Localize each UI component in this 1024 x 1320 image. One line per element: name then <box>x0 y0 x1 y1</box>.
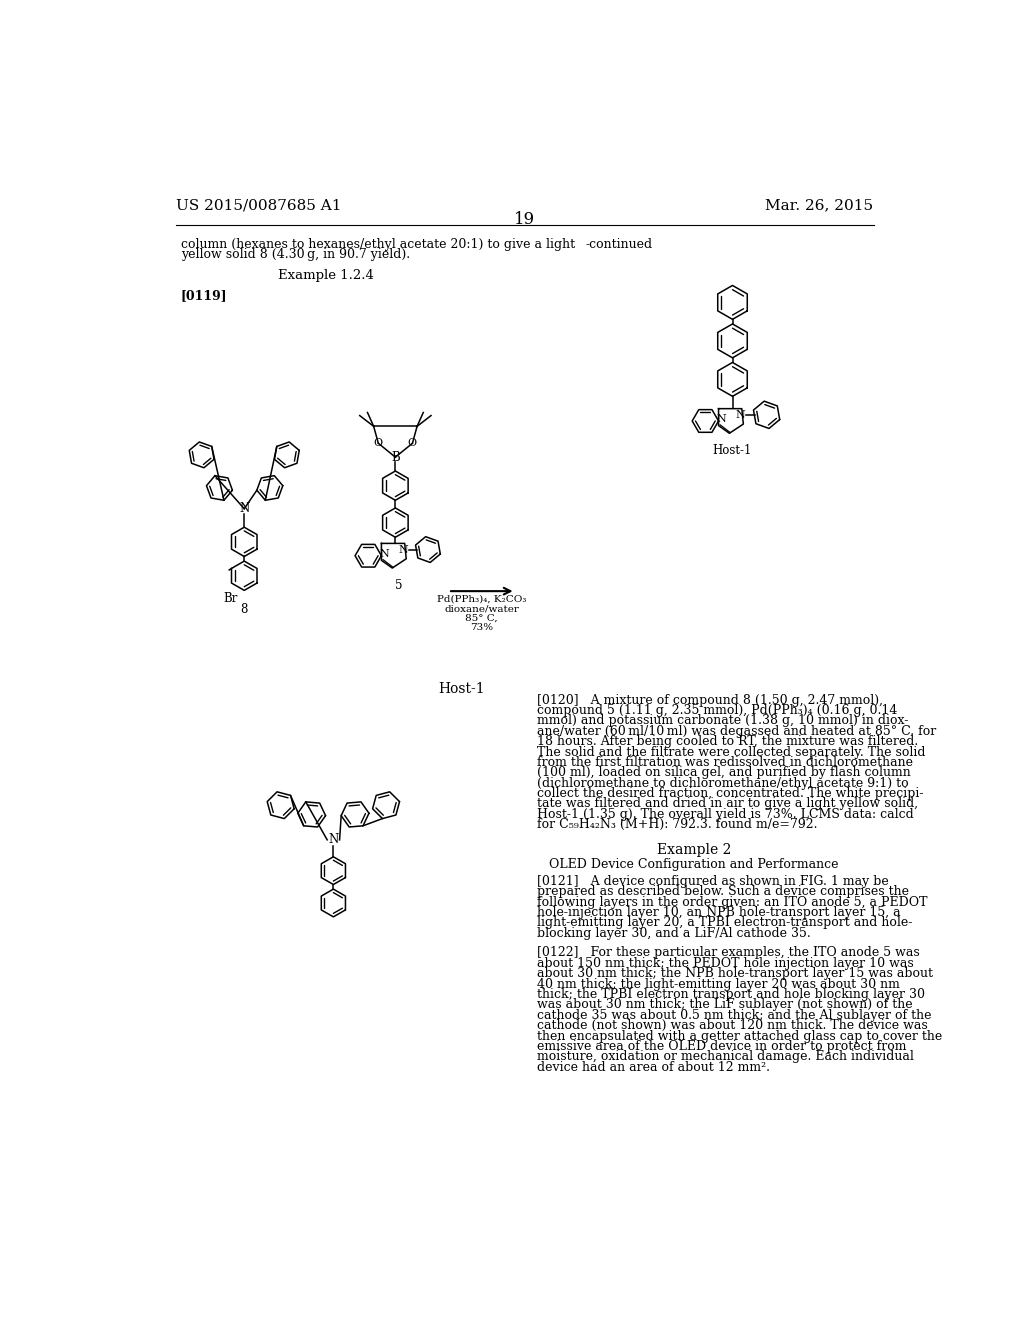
Text: tate was filtered and dried in air to give a light yellow solid,: tate was filtered and dried in air to gi… <box>538 797 919 810</box>
Text: N: N <box>735 409 745 420</box>
Text: [0122]   For these particular examples, the ITO anode 5 was: [0122] For these particular examples, th… <box>538 946 920 960</box>
Text: N: N <box>329 833 339 846</box>
Text: cathode (not shown) was about 120 nm thick. The device was: cathode (not shown) was about 120 nm thi… <box>538 1019 928 1032</box>
Text: N: N <box>717 414 726 425</box>
Text: device had an area of about 12 mm².: device had an area of about 12 mm². <box>538 1061 770 1074</box>
Text: Host-1 (1.35 g). The overall yield is 73%. LCMS data: calcd: Host-1 (1.35 g). The overall yield is 73… <box>538 808 914 821</box>
Text: N: N <box>380 549 389 560</box>
Text: US 2015/0087685 A1: US 2015/0087685 A1 <box>176 198 342 213</box>
Text: Pd(PPh₃)₄, K₂CO₃: Pd(PPh₃)₄, K₂CO₃ <box>437 594 526 603</box>
Text: hole-injection layer 10, an NPB hole-transport layer 15, a: hole-injection layer 10, an NPB hole-tra… <box>538 906 901 919</box>
Text: 19: 19 <box>514 211 536 228</box>
Text: was about 30 nm thick; the LiF sublayer (not shown) of the: was about 30 nm thick; the LiF sublayer … <box>538 998 912 1011</box>
Text: The solid and the filtrate were collected separately. The solid: The solid and the filtrate were collecte… <box>538 746 926 759</box>
Text: Host-1: Host-1 <box>713 444 753 457</box>
Text: emissive area of the OLED device in order to protect from: emissive area of the OLED device in orde… <box>538 1040 906 1053</box>
Text: Example 1.2.4: Example 1.2.4 <box>279 268 375 281</box>
Text: [0120]   A mixture of compound 8 (1.50 g, 2.47 mmol),: [0120] A mixture of compound 8 (1.50 g, … <box>538 693 883 706</box>
Text: 18 hours. After being cooled to RT, the mixture was filtered.: 18 hours. After being cooled to RT, the … <box>538 735 919 748</box>
Text: B: B <box>391 450 399 463</box>
Text: following layers in the order given: an ITO anode 5, a PEDOT: following layers in the order given: an … <box>538 896 928 908</box>
Text: N: N <box>240 502 250 515</box>
Text: prepared as described below. Such a device comprises the: prepared as described below. Such a devi… <box>538 886 909 899</box>
Text: yellow solid 8 (4.30 g, in 90.7 yield).: yellow solid 8 (4.30 g, in 90.7 yield). <box>180 248 410 261</box>
Text: O: O <box>408 438 417 449</box>
Text: 5: 5 <box>395 578 403 591</box>
Text: then encapsulated with a getter attached glass cap to cover the: then encapsulated with a getter attached… <box>538 1030 942 1043</box>
Text: mmol) and potassium carbonate (1.38 g, 10 mmol) in diox-: mmol) and potassium carbonate (1.38 g, 1… <box>538 714 908 727</box>
Text: blocking layer 30, and a LiF/Al cathode 35.: blocking layer 30, and a LiF/Al cathode … <box>538 927 811 940</box>
Text: dioxane/water: dioxane/water <box>444 605 519 614</box>
Text: from the first filtration was redissolved in dichloromethane: from the first filtration was redissolve… <box>538 756 913 770</box>
Text: Example 2: Example 2 <box>656 842 731 857</box>
Text: for C₅₉H₄₂N₃ (M+H): 792.3. found m/e=792.: for C₅₉H₄₂N₃ (M+H): 792.3. found m/e=792… <box>538 818 818 832</box>
Text: thick; the TPBI electron transport and hole blocking layer 30: thick; the TPBI electron transport and h… <box>538 989 926 1001</box>
Text: 73%: 73% <box>470 623 494 632</box>
Text: column (hexanes to hexanes/ethyl acetate 20:1) to give a light: column (hexanes to hexanes/ethyl acetate… <box>180 239 574 252</box>
Text: 40 nm thick; the light-emitting layer 20 was about 30 nm: 40 nm thick; the light-emitting layer 20… <box>538 978 900 991</box>
Text: [0121]   A device configured as shown in FIG. 1 may be: [0121] A device configured as shown in F… <box>538 875 889 888</box>
Text: about 30 nm thick; the NPB hole-transport layer 15 was about: about 30 nm thick; the NPB hole-transpor… <box>538 968 933 981</box>
Text: Mar. 26, 2015: Mar. 26, 2015 <box>765 198 873 213</box>
Text: about 150 nm thick; the PEDOT hole injection layer 10 was: about 150 nm thick; the PEDOT hole injec… <box>538 957 914 970</box>
Text: N: N <box>398 545 408 554</box>
Text: Br: Br <box>223 591 238 605</box>
Text: collect the desired fraction, concentrated. The white precipi-: collect the desired fraction, concentrat… <box>538 787 924 800</box>
Text: 8: 8 <box>241 603 248 615</box>
Text: 85° C,: 85° C, <box>466 614 498 623</box>
Text: moisture, oxidation or mechanical damage. Each individual: moisture, oxidation or mechanical damage… <box>538 1051 914 1064</box>
Text: O: O <box>374 438 383 449</box>
Text: (100 ml), loaded on silica gel, and purified by flash column: (100 ml), loaded on silica gel, and puri… <box>538 767 911 779</box>
Text: [0119]: [0119] <box>180 289 227 302</box>
Text: (dichloromethane to dichloromethane/ethyl acetate 9:1) to: (dichloromethane to dichloromethane/ethy… <box>538 776 909 789</box>
Text: cathode 35 was about 0.5 nm thick; and the Al sublayer of the: cathode 35 was about 0.5 nm thick; and t… <box>538 1008 932 1022</box>
Text: OLED Device Configuration and Performance: OLED Device Configuration and Performanc… <box>549 858 839 871</box>
Text: -continued: -continued <box>586 239 652 252</box>
Text: light-emitting layer 20, a TPBI electron-transport and hole-: light-emitting layer 20, a TPBI electron… <box>538 916 912 929</box>
Text: compound 5 (1.11 g, 2.35 mmol), Pd(PPh₃)₄ (0.16 g, 0.14: compound 5 (1.11 g, 2.35 mmol), Pd(PPh₃)… <box>538 704 898 717</box>
Text: Host-1: Host-1 <box>438 682 484 696</box>
Text: ane/water (60 ml/10 ml) was degassed and heated at 85° C. for: ane/water (60 ml/10 ml) was degassed and… <box>538 725 937 738</box>
